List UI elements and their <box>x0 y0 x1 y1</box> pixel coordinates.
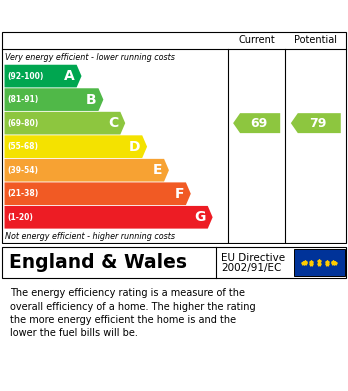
Text: (21-38): (21-38) <box>7 189 39 198</box>
Text: Energy Efficiency Rating: Energy Efficiency Rating <box>10 7 220 22</box>
Text: (92-100): (92-100) <box>7 72 44 81</box>
Text: A: A <box>64 69 75 83</box>
Text: (55-68): (55-68) <box>7 142 38 151</box>
Text: The energy efficiency rating is a measure of the
overall efficiency of a home. T: The energy efficiency rating is a measur… <box>10 289 256 338</box>
Polygon shape <box>233 113 280 133</box>
Text: F: F <box>175 187 184 201</box>
Polygon shape <box>5 182 191 205</box>
Polygon shape <box>5 135 147 158</box>
Polygon shape <box>5 88 103 111</box>
Text: 2002/91/EC: 2002/91/EC <box>221 263 281 273</box>
Text: (81-91): (81-91) <box>7 95 39 104</box>
Bar <box>294 249 345 276</box>
Text: D: D <box>129 140 141 154</box>
Polygon shape <box>5 112 125 135</box>
Text: Very energy efficient - lower running costs: Very energy efficient - lower running co… <box>5 52 175 61</box>
Text: (1-20): (1-20) <box>7 213 33 222</box>
Text: (69-80): (69-80) <box>7 118 39 127</box>
Text: England & Wales: England & Wales <box>9 253 187 272</box>
Polygon shape <box>5 206 213 229</box>
Text: (39-54): (39-54) <box>7 166 38 175</box>
Text: G: G <box>195 210 206 224</box>
Polygon shape <box>5 159 169 181</box>
Polygon shape <box>5 65 81 88</box>
Text: C: C <box>108 116 119 130</box>
Text: Not energy efficient - higher running costs: Not energy efficient - higher running co… <box>5 232 175 241</box>
Text: E: E <box>153 163 162 177</box>
Text: Potential: Potential <box>294 35 337 45</box>
Text: EU Directive: EU Directive <box>221 253 285 264</box>
Text: B: B <box>86 93 97 107</box>
Text: 79: 79 <box>309 117 326 130</box>
Polygon shape <box>291 113 341 133</box>
Text: 69: 69 <box>250 117 267 130</box>
Text: Current: Current <box>238 35 275 45</box>
